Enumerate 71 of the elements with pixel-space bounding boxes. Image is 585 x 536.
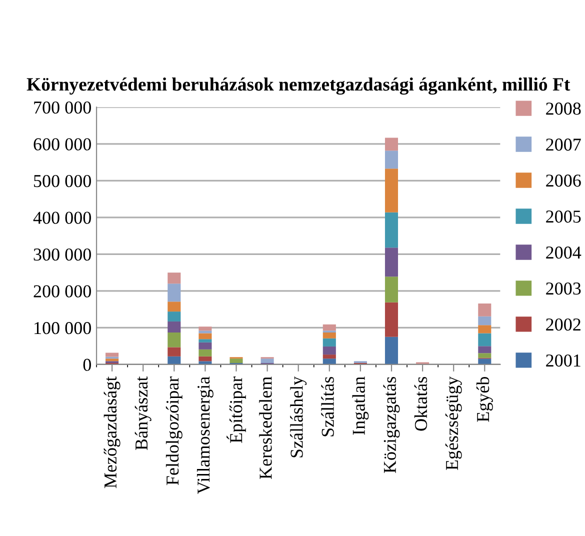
- bar: [384, 168, 398, 212]
- bar: [478, 325, 492, 334]
- bar: [198, 330, 212, 334]
- legend-label: 2007: [546, 138, 581, 151]
- x-tick-label: Szállítás: [321, 376, 334, 436]
- bar: [168, 321, 181, 333]
- y-tick-label: 600 000: [34, 138, 91, 150]
- bar: [168, 312, 181, 322]
- bar: [478, 353, 492, 358]
- bar: [168, 302, 181, 312]
- x-tick-label: Mezőgazdaságt: [104, 376, 120, 488]
- legend-label: 2002: [546, 318, 580, 331]
- bar: [322, 358, 336, 364]
- y-tick-label: 300 000: [34, 248, 91, 261]
- x-tick-label: Szálláshely: [290, 376, 307, 458]
- x-tick-label: Villamosenergia: [196, 376, 214, 494]
- x-tick-label: Ingatlan: [352, 376, 369, 435]
- x-tick-label: Egyéb: [476, 376, 493, 422]
- y-tick-label: 0: [83, 358, 91, 371]
- x-tick-label: Feldolgozóipar: [166, 376, 182, 486]
- bar: [230, 358, 243, 364]
- legend-label: 2006: [546, 174, 581, 187]
- bar: [168, 332, 181, 348]
- y-tick-label: 700 000: [34, 101, 91, 114]
- bar: [384, 212, 398, 248]
- bar: [384, 336, 398, 364]
- bar: [478, 303, 492, 316]
- bar: [198, 333, 212, 340]
- bar: [478, 346, 492, 354]
- legend-label: 2001: [546, 354, 580, 367]
- bar: [384, 276, 398, 302]
- y-tick-label: 500 000: [34, 174, 91, 188]
- bar: [198, 326, 212, 331]
- legend-label: 2004: [546, 246, 582, 259]
- y-tick-label: 200 000: [34, 285, 91, 298]
- bar: [168, 347, 181, 356]
- y-tick-label: 400 000: [33, 212, 91, 224]
- y-tick-label: 100 000: [34, 322, 91, 334]
- bar: [168, 356, 181, 364]
- bar: [322, 354, 336, 359]
- legend-label: 2005: [546, 210, 581, 223]
- bar: [322, 324, 336, 331]
- bar: [322, 338, 336, 346]
- bar: [260, 358, 274, 364]
- x-tick-label: Közigazgatás: [383, 376, 400, 474]
- bar: [322, 332, 336, 338]
- bar: [168, 272, 181, 284]
- legend-label: 2003: [546, 282, 581, 295]
- bar: [322, 346, 336, 355]
- x-tick-label: Egészségügy: [445, 376, 462, 470]
- x-tick-label: Bányászat: [134, 376, 152, 450]
- bar: [106, 358, 119, 362]
- bar: [198, 339, 212, 342]
- bar: [384, 302, 398, 337]
- bar: [384, 150, 398, 169]
- bar: [198, 342, 212, 350]
- bar: [384, 138, 398, 151]
- bar: [478, 333, 492, 346]
- bar: [478, 358, 492, 364]
- bar: [198, 356, 212, 362]
- bar: [478, 316, 492, 326]
- chart-title: Környezetvédemi beruházások nemzetgazdasági áganként, millió Ft: [26, 78, 570, 95]
- legend-label: 2008: [546, 102, 581, 115]
- x-tick-label: Oktatás: [414, 376, 428, 431]
- bar: [198, 361, 212, 364]
- x-tick-label: Építőipar: [226, 376, 246, 443]
- bar: [168, 284, 181, 302]
- bar: [384, 248, 398, 277]
- bar: [106, 352, 119, 357]
- bar: [198, 349, 212, 356]
- x-tick-label: Kereskedelem: [259, 376, 272, 480]
